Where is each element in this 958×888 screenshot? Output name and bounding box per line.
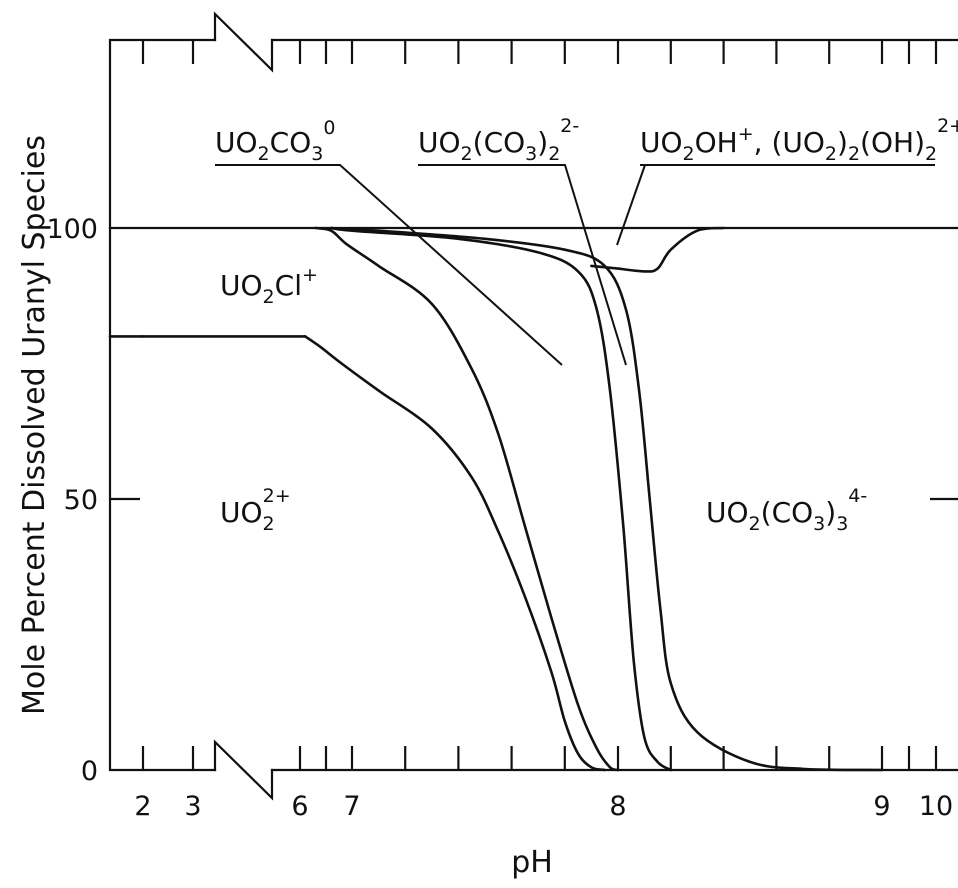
y-tick-label: 100 xyxy=(46,214,98,245)
x-tick-label: 9 xyxy=(873,791,890,822)
series-line xyxy=(329,226,673,772)
x-tick-label: 8 xyxy=(609,791,626,822)
label-uo2cl: UO2Cl+ xyxy=(220,264,318,308)
y-tick-label: 0 xyxy=(81,756,98,787)
boundary-curves xyxy=(108,226,884,772)
series-line xyxy=(329,226,884,772)
y-tick-label: 50 xyxy=(64,485,98,516)
leader-uo2co3 xyxy=(215,164,563,366)
label-uo2co3: UO2CO30 xyxy=(215,117,335,165)
x-tick-label: 3 xyxy=(184,791,201,822)
series-line xyxy=(314,226,620,772)
x-axis-title: pH xyxy=(511,845,553,880)
series-line xyxy=(303,335,606,772)
x-tick-label: 2 xyxy=(134,791,151,822)
label-leaders xyxy=(215,164,935,366)
y-axis-title: Mole Percent Dissolved Uranyl Species xyxy=(17,135,52,715)
label-uo2co3-3: UO2(CO3)34- xyxy=(706,485,867,535)
axis-break-bottom xyxy=(213,739,274,801)
label-uo2oh: UO2OH+, (UO2)2(OH)22+ xyxy=(640,115,958,165)
x-tick-label: 7 xyxy=(343,791,360,822)
frame-left xyxy=(108,38,217,772)
series-line xyxy=(590,226,725,273)
label-uo2: UO22+ xyxy=(220,485,291,535)
leader-uo2oh-pointer xyxy=(616,164,646,246)
x-tick-label: 10 xyxy=(919,791,953,822)
label-uo2co3-2: UO2(CO3)22- xyxy=(418,115,579,165)
axis-break-top xyxy=(213,11,274,73)
x-tick-label: 6 xyxy=(291,791,308,822)
leader-uo2co3-2 xyxy=(418,164,627,366)
tick-marks xyxy=(110,40,958,770)
